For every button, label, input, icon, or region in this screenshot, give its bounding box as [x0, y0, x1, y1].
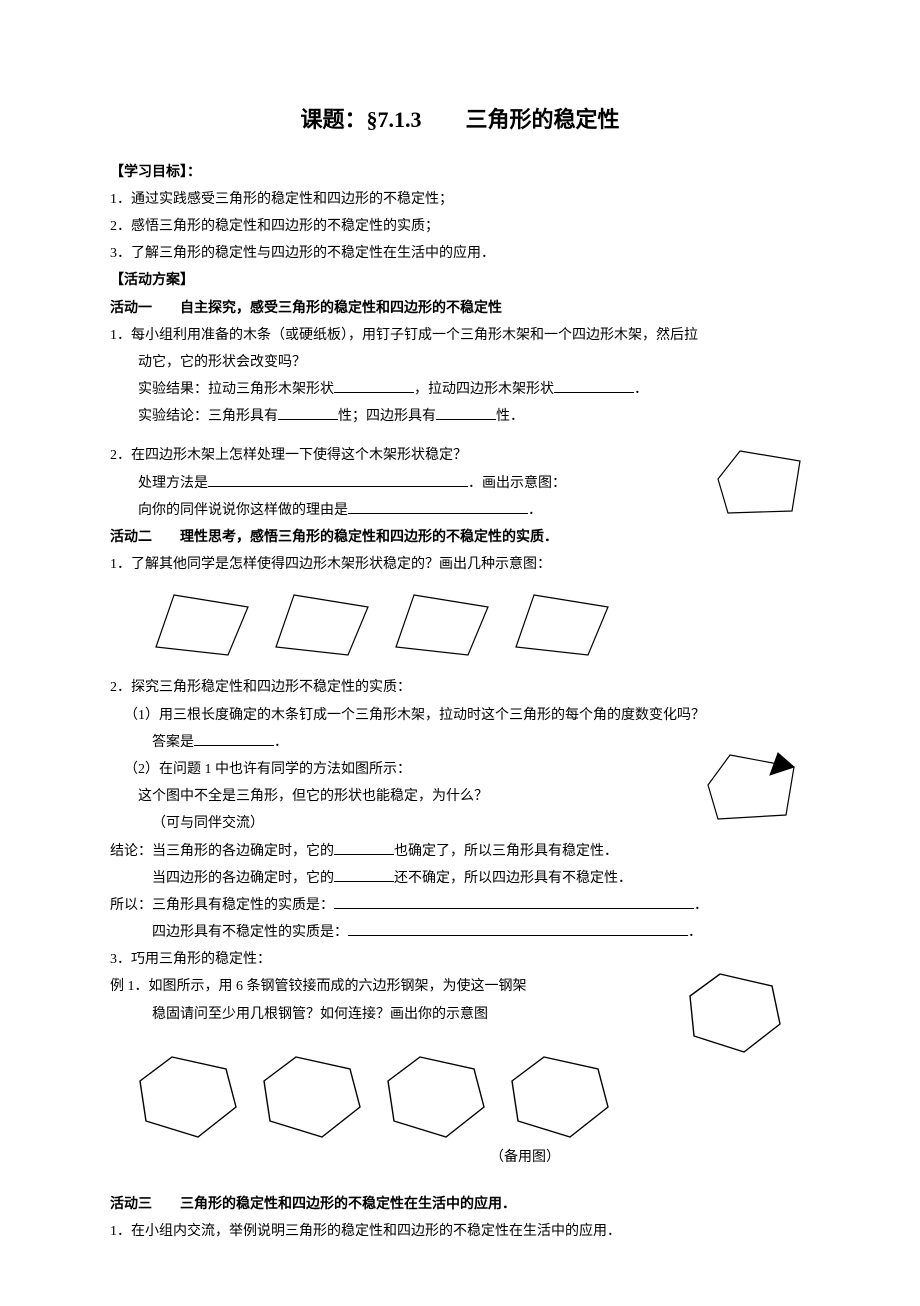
text: 实验结论：三角形具有	[138, 409, 278, 424]
activity1-q1-line1: 1．每小组利用准备的木条（或硬纸板），用钉子钉成一个三角形木架和一个四边形木架，…	[110, 323, 810, 348]
activity2-title: 活动二 理性思考，感悟三角形的稳定性和四边形的不稳定性的实质．	[110, 525, 810, 550]
fill-blank[interactable]	[348, 500, 528, 514]
text: ．画出示意图：	[468, 476, 566, 491]
text: 结论：当三角形的各边确定时，它的	[110, 844, 334, 859]
text: 还不确定，所以四边形具有不稳定性．	[394, 871, 632, 886]
activity2-so-1: 所以：三角形具有稳定性的实质是： ．	[110, 893, 810, 918]
objectives-heading: 【学习目标】：	[110, 160, 810, 185]
quad-shapes-row	[150, 585, 810, 665]
fill-blank[interactable]	[278, 406, 338, 420]
text: 四边形具有不稳定性的实质是：	[152, 925, 348, 940]
text: 向你的同伴说说你这样做的理由是	[138, 503, 348, 518]
text: 性．	[496, 409, 524, 424]
text: 当四边形的各边确定时，它的	[152, 871, 334, 886]
activity3-q1: 1．在小组内交流，举例说明三角形的稳定性和四边形的不稳定性在生活中的应用．	[110, 1219, 810, 1244]
hexagon-shape-icon	[254, 1051, 372, 1143]
text: ，拉动四边形木架形状	[414, 382, 554, 397]
pentagon-with-fold-icon	[700, 747, 810, 832]
text: 所以：三角形具有稳定性的实质是：	[110, 898, 334, 913]
text: 也确定了，所以三角形具有稳定性．	[394, 844, 618, 859]
activity2-q1: 1．了解其他同学是怎样使得四边形木架形状稳定的？画出几种示意图：	[110, 552, 810, 577]
fill-blank[interactable]	[436, 406, 496, 420]
text: ．	[528, 503, 542, 518]
hexagon-shape-icon	[378, 1051, 496, 1143]
activity2-conclusion-2: 当四边形的各边确定时，它的 还不确定，所以四边形具有不稳定性．	[110, 866, 810, 891]
activity1-q2-block: 2．在四边形木架上怎样处理一下使得这个木架形状稳定？ 处理方法是．画出示意图： …	[110, 443, 810, 523]
activity2-q2-2-block: （2）在问题 1 中也许有同学的方法如图所示： 这个图中不全是三角形，但它的形状…	[110, 757, 810, 837]
activity2-ex1-block: 例 1．如图所示，用 6 条钢管铰接而成的六边形钢架，为使这一钢架 稳固请问至少…	[110, 974, 810, 1026]
text: 处理方法是	[138, 476, 208, 491]
fill-blank[interactable]	[334, 895, 694, 909]
backup-caption: （备用图）	[240, 1145, 810, 1170]
activity1-q1-line2: 动它，它的形状会改变吗？	[110, 350, 810, 375]
pentagon-shape-icon	[710, 443, 810, 523]
activity1-q1-result: 实验结果：拉动三角形木架形状 ，拉动四边形木架形状 ．	[110, 377, 810, 402]
text: ．	[694, 898, 708, 913]
activity3-title: 活动三 三角形的稳定性和四边形的不稳定性在生活中的应用．	[110, 1192, 810, 1217]
text: ．	[274, 735, 288, 750]
objective-item: 2．感悟三角形的稳定性和四边形的不稳定性的实质；	[110, 214, 810, 239]
activity2-q2-1: （1）用三根长度确定的木条钉成一个三角形木架，拉动时这个三角形的每个角的度数变化…	[110, 703, 810, 728]
quad-shape-icon	[150, 585, 260, 665]
page-title: 课题：§7.1.3 三角形的稳定性	[110, 100, 810, 140]
quad-shape-icon	[270, 585, 380, 665]
quad-shape-icon	[390, 585, 500, 665]
activity2-q2: 2．探究三角形稳定性和四边形不稳定性的实质：	[110, 675, 810, 700]
text: 性；四边形具有	[338, 409, 436, 424]
activity2-so-2: 四边形具有不稳定性的实质是： ．	[110, 920, 810, 945]
activity1-q2: 2．在四边形木架上怎样处理一下使得这个木架形状稳定？	[110, 443, 810, 468]
hexagon-main-icon	[680, 968, 790, 1058]
title-main: §7.1.3 三角形的稳定性	[367, 107, 620, 132]
fill-blank[interactable]	[208, 473, 468, 487]
fill-blank[interactable]	[334, 868, 394, 882]
text: 实验结果：拉动三角形木架形状	[138, 382, 334, 397]
activity1-q1-conclusion: 实验结论：三角形具有 性；四边形具有 性．	[110, 404, 810, 429]
fill-blank[interactable]	[194, 732, 274, 746]
text: ．	[634, 382, 648, 397]
hexagon-row	[130, 1051, 810, 1143]
plan-heading: 【活动方案】	[110, 268, 810, 293]
hexagon-shape-icon	[130, 1051, 248, 1143]
fill-blank[interactable]	[334, 379, 414, 393]
quad-shape-icon	[510, 585, 620, 665]
activity1-q2-method: 处理方法是 ．画出示意图：	[110, 471, 810, 496]
objective-item: 1．通过实践感受三角形的稳定性和四边形的不稳定性；	[110, 187, 810, 212]
fill-blank[interactable]	[334, 841, 394, 855]
activity1-q2-reason: 向你的同伴说说你这样做的理由是 ．	[110, 498, 810, 523]
fill-blank[interactable]	[554, 379, 634, 393]
objective-item: 3．了解三角形的稳定性与四边形的不稳定性在生活中的应用．	[110, 241, 810, 266]
text: 答案是	[152, 735, 194, 750]
text: ．	[688, 925, 702, 940]
activity1-title: 活动一 自主探究，感受三角形的稳定性和四边形的不稳定性	[110, 296, 810, 321]
title-prefix: 课题：	[300, 107, 366, 132]
fill-blank[interactable]	[348, 922, 688, 936]
hexagon-shape-icon	[502, 1051, 620, 1143]
activity2-conclusion-1: 结论：当三角形的各边确定时，它的 也确定了，所以三角形具有稳定性．	[110, 839, 810, 864]
